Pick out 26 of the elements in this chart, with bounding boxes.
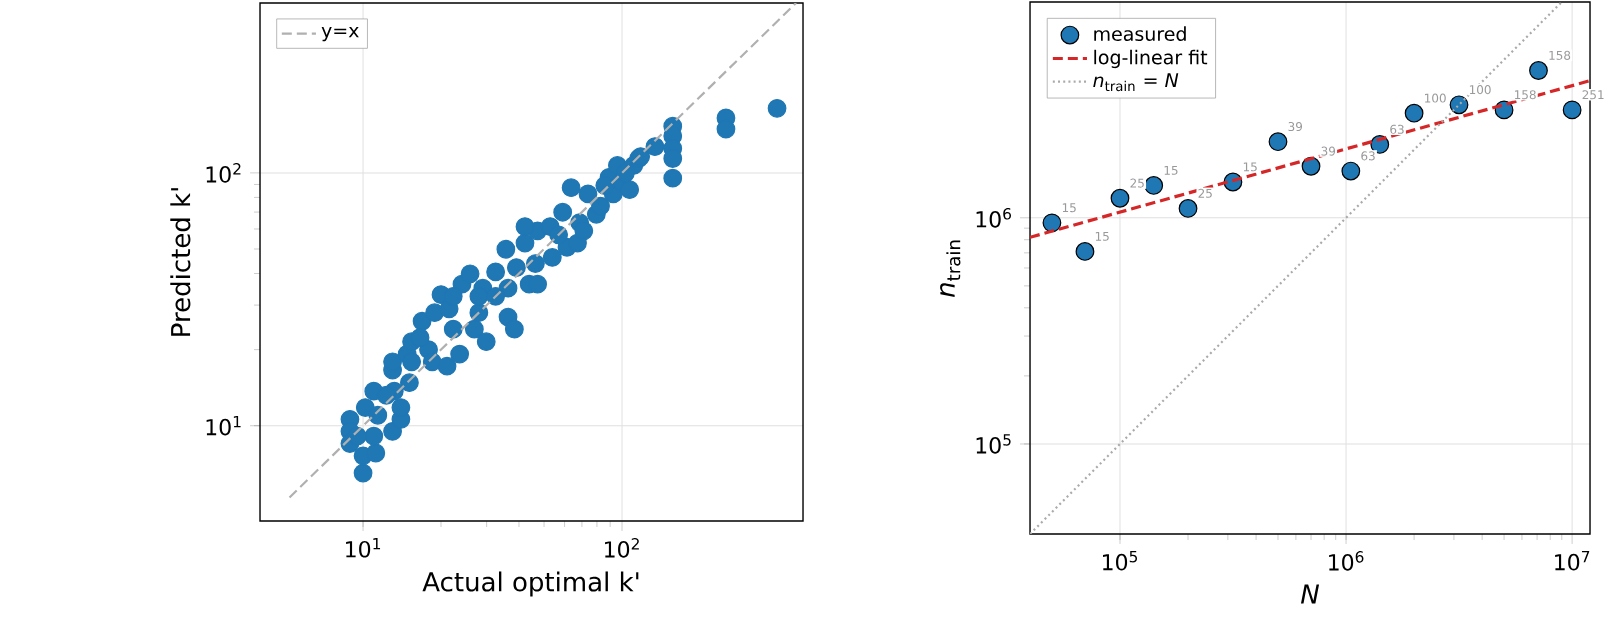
x-tick-label: 10$^{7}$ <box>1555 551 1590 571</box>
annotation: 100 <box>1469 85 1491 95</box>
y-axis-title: Predicted k' <box>170 188 191 336</box>
legend-label: y=x <box>321 26 359 42</box>
annotation: 25 <box>1130 178 1144 188</box>
legend-label: log-linear fit <box>1094 49 1208 69</box>
annotation: 158 <box>1514 90 1536 100</box>
x-tick-label: 10$^{6}$ <box>1329 551 1364 571</box>
annotation: 15 <box>1062 203 1076 213</box>
annotation: 100 <box>1425 93 1446 103</box>
legend-label: measured <box>1094 26 1186 42</box>
x-axis-title: Actual optimal k' <box>422 571 639 597</box>
annotation: 39 <box>1288 122 1303 132</box>
annotation: 251 <box>1582 90 1604 100</box>
y-axis-title: n$_{train}$ <box>940 240 961 297</box>
legend-label: n$_{train}$ = N <box>1093 73 1179 92</box>
annotation: 63 <box>1361 151 1375 161</box>
annotation: 25 <box>1198 188 1212 198</box>
x-tick-label: 10$^{5}$ <box>1103 551 1138 571</box>
annotation: 15 <box>1243 162 1257 172</box>
annotation: 63 <box>1390 124 1404 134</box>
annotation: 158 <box>1549 50 1571 60</box>
annotation: 15 <box>1164 165 1178 175</box>
annotation: 15 <box>1095 231 1109 241</box>
annotation: 39 <box>1321 146 1336 156</box>
x-axis-title: N <box>1300 584 1320 604</box>
